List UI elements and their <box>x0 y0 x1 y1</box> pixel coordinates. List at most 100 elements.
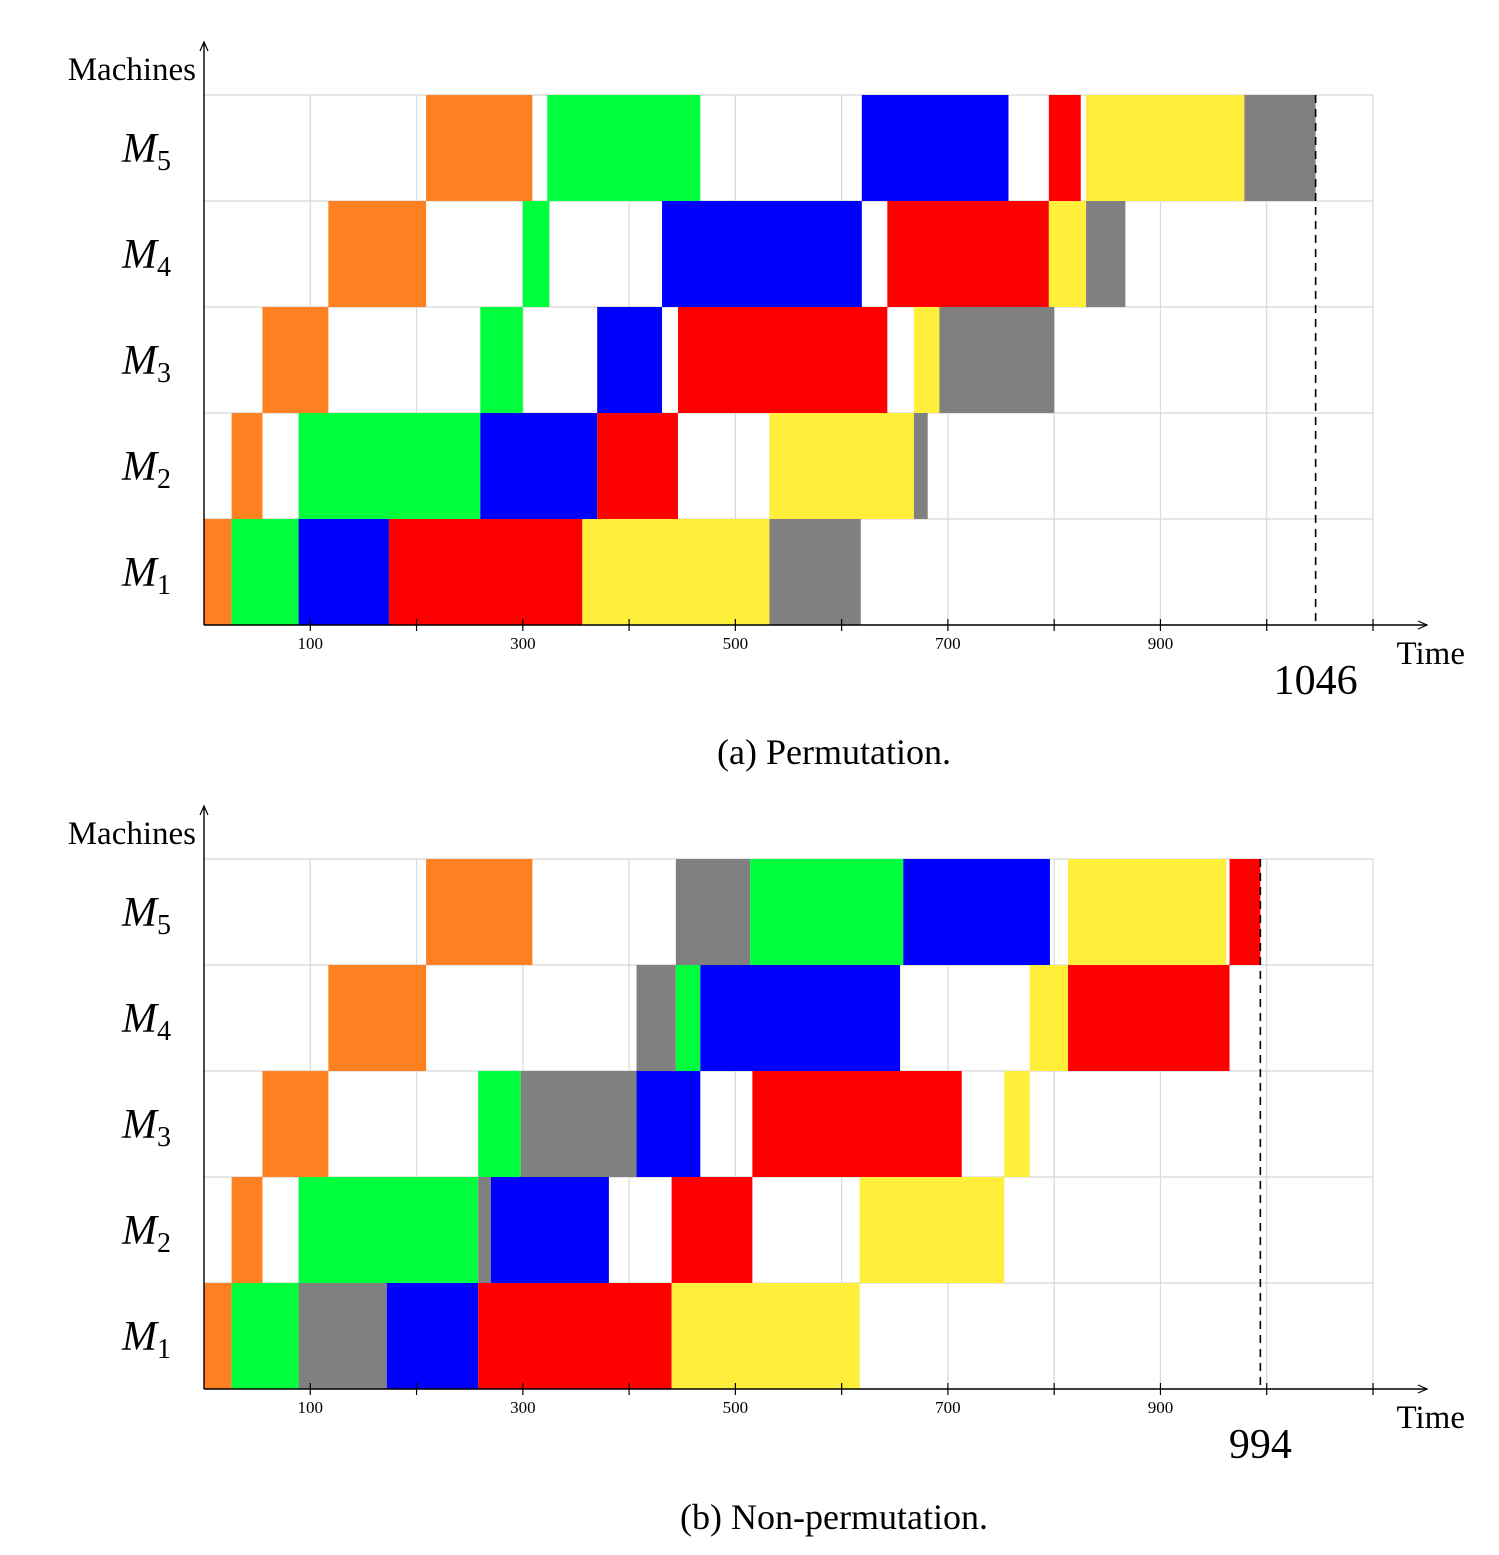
task-bar-blue <box>662 201 862 307</box>
y-axis-arrow <box>199 804 209 816</box>
x-tick-label: 900 <box>1148 634 1174 653</box>
machine-label: M4 <box>121 996 171 1047</box>
machine-label-sub: 1 <box>157 1334 171 1365</box>
task-bar-green <box>298 1177 479 1283</box>
x-axis-title: Time <box>1397 1400 1465 1436</box>
makespan-label: 994 <box>1229 1422 1292 1468</box>
task-bar-red <box>1229 859 1261 965</box>
task-bar-yellow <box>1067 859 1227 965</box>
task-bar-blue <box>861 95 1009 201</box>
task-bar-gray <box>675 859 751 965</box>
task-bar-yellow <box>1004 1071 1030 1177</box>
machine-label-name: M <box>121 338 159 384</box>
task-bar-orange <box>204 1283 232 1389</box>
machine-label-name: M <box>121 890 159 936</box>
machine-label-sub: 5 <box>157 146 171 177</box>
machine-label: M5 <box>121 126 171 177</box>
task-bar-blue <box>903 859 1050 965</box>
task-bar-orange <box>262 307 329 413</box>
caption: (a) Permutation. <box>717 732 951 772</box>
machine-label: M4 <box>121 232 171 283</box>
machine-label: M2 <box>121 444 171 495</box>
task-bar-yellow <box>1048 201 1087 307</box>
task-bar-orange <box>231 413 263 519</box>
machine-label-name: M <box>121 444 159 490</box>
task-bar-green <box>480 307 523 413</box>
machine-label-sub: 2 <box>157 1228 171 1259</box>
task-bar-red <box>1048 95 1081 201</box>
task-bars <box>204 859 1261 1389</box>
x-tick-label: 700 <box>935 634 961 653</box>
task-bar-orange <box>426 95 533 201</box>
task-bar-blue <box>490 1177 609 1283</box>
machine-label-sub: 2 <box>157 464 171 495</box>
machine-label-name: M <box>121 1208 159 1254</box>
panel-non-permutation: 100 300 500 700 900MachinesTimeM1M2M3M4M5994… <box>68 804 1465 1537</box>
task-bar-red <box>671 1177 753 1283</box>
machine-label-sub: 5 <box>157 910 171 941</box>
task-bar-orange <box>262 1071 329 1177</box>
machine-label: M1 <box>121 550 171 601</box>
task-bar-green <box>547 95 701 201</box>
panel-permutation: 100 300 500 700 900MachinesTimeM1M2M3M4M5104… <box>68 40 1465 772</box>
task-bar-yellow <box>1086 95 1245 201</box>
machine-label-name: M <box>121 1102 159 1148</box>
task-bar-orange <box>426 859 533 965</box>
task-bar-blue <box>700 965 901 1071</box>
machine-label-sub: 3 <box>157 1122 171 1153</box>
x-axis-title: Time <box>1397 636 1465 672</box>
task-bar-gray <box>298 1283 387 1389</box>
makespan-label: 1046 <box>1274 658 1358 704</box>
x-tick-label: 900 <box>1148 1398 1174 1417</box>
x-axis-arrow <box>1417 620 1429 630</box>
task-bar-green <box>675 965 701 1071</box>
task-bar-blue <box>636 1071 701 1177</box>
task-bar-blue <box>597 307 663 413</box>
machine-label: M5 <box>121 890 171 941</box>
machine-label-sub: 3 <box>157 358 171 389</box>
x-tick-label: 300 <box>510 1398 536 1417</box>
y-axis-title: Machines <box>68 52 196 88</box>
task-bar-orange <box>328 965 427 1071</box>
task-bar-gray <box>520 1071 637 1177</box>
machine-label: M2 <box>121 1208 171 1259</box>
y-axis-arrow <box>199 40 209 52</box>
task-bar-gray <box>913 413 928 519</box>
task-bar-orange <box>231 1177 263 1283</box>
task-bar-gray <box>1244 95 1316 201</box>
task-bar-blue <box>298 519 389 625</box>
task-bar-red <box>1067 965 1230 1071</box>
y-axis-title: Machines <box>68 816 196 852</box>
task-bar-blue <box>480 413 598 519</box>
task-bar-yellow <box>671 1283 860 1389</box>
x-tick-label: 100 <box>298 634 324 653</box>
task-bar-green <box>231 519 299 625</box>
task-bar-green <box>750 859 904 965</box>
task-bar-red <box>597 413 678 519</box>
x-tick-label: 500 <box>723 1398 749 1417</box>
task-bar-gray <box>636 965 676 1071</box>
task-bar-gray <box>1086 201 1126 307</box>
task-bar-red <box>887 201 1049 307</box>
task-bars <box>204 95 1316 625</box>
x-tick-label: 100 <box>298 1398 324 1417</box>
machine-label-sub: 4 <box>157 1016 171 1047</box>
task-bar-yellow <box>1029 965 1068 1071</box>
caption: (b) Non-permutation. <box>680 1497 988 1537</box>
x-tick-label: 300 <box>510 634 536 653</box>
task-bar-green <box>231 1283 299 1389</box>
task-bar-blue <box>386 1283 479 1389</box>
task-bar-red <box>388 519 583 625</box>
machine-label-name: M <box>121 126 159 172</box>
task-bar-orange <box>204 519 232 625</box>
machine-label: M3 <box>121 338 171 389</box>
task-bar-green <box>298 413 481 519</box>
task-bar-gray <box>769 519 861 625</box>
task-bar-red <box>677 307 888 413</box>
task-bar-gray <box>478 1177 491 1283</box>
task-bar-yellow <box>859 1177 1005 1283</box>
machine-label-name: M <box>121 232 159 278</box>
x-tick-label: 700 <box>935 1398 961 1417</box>
machine-label-name: M <box>121 1314 159 1360</box>
